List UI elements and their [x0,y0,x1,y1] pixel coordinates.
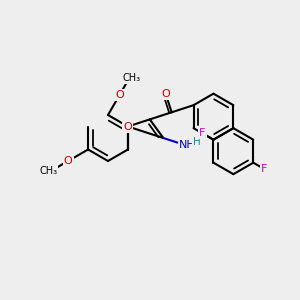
Text: CH₃: CH₃ [39,166,57,176]
Text: NH: NH [179,140,196,150]
Text: H: H [193,137,201,147]
Text: O: O [124,122,132,131]
Text: O: O [64,156,73,166]
Text: F: F [261,164,267,174]
Text: CH₃: CH₃ [122,73,140,83]
Text: F: F [199,128,206,138]
Text: O: O [115,90,124,100]
Text: O: O [161,89,170,99]
